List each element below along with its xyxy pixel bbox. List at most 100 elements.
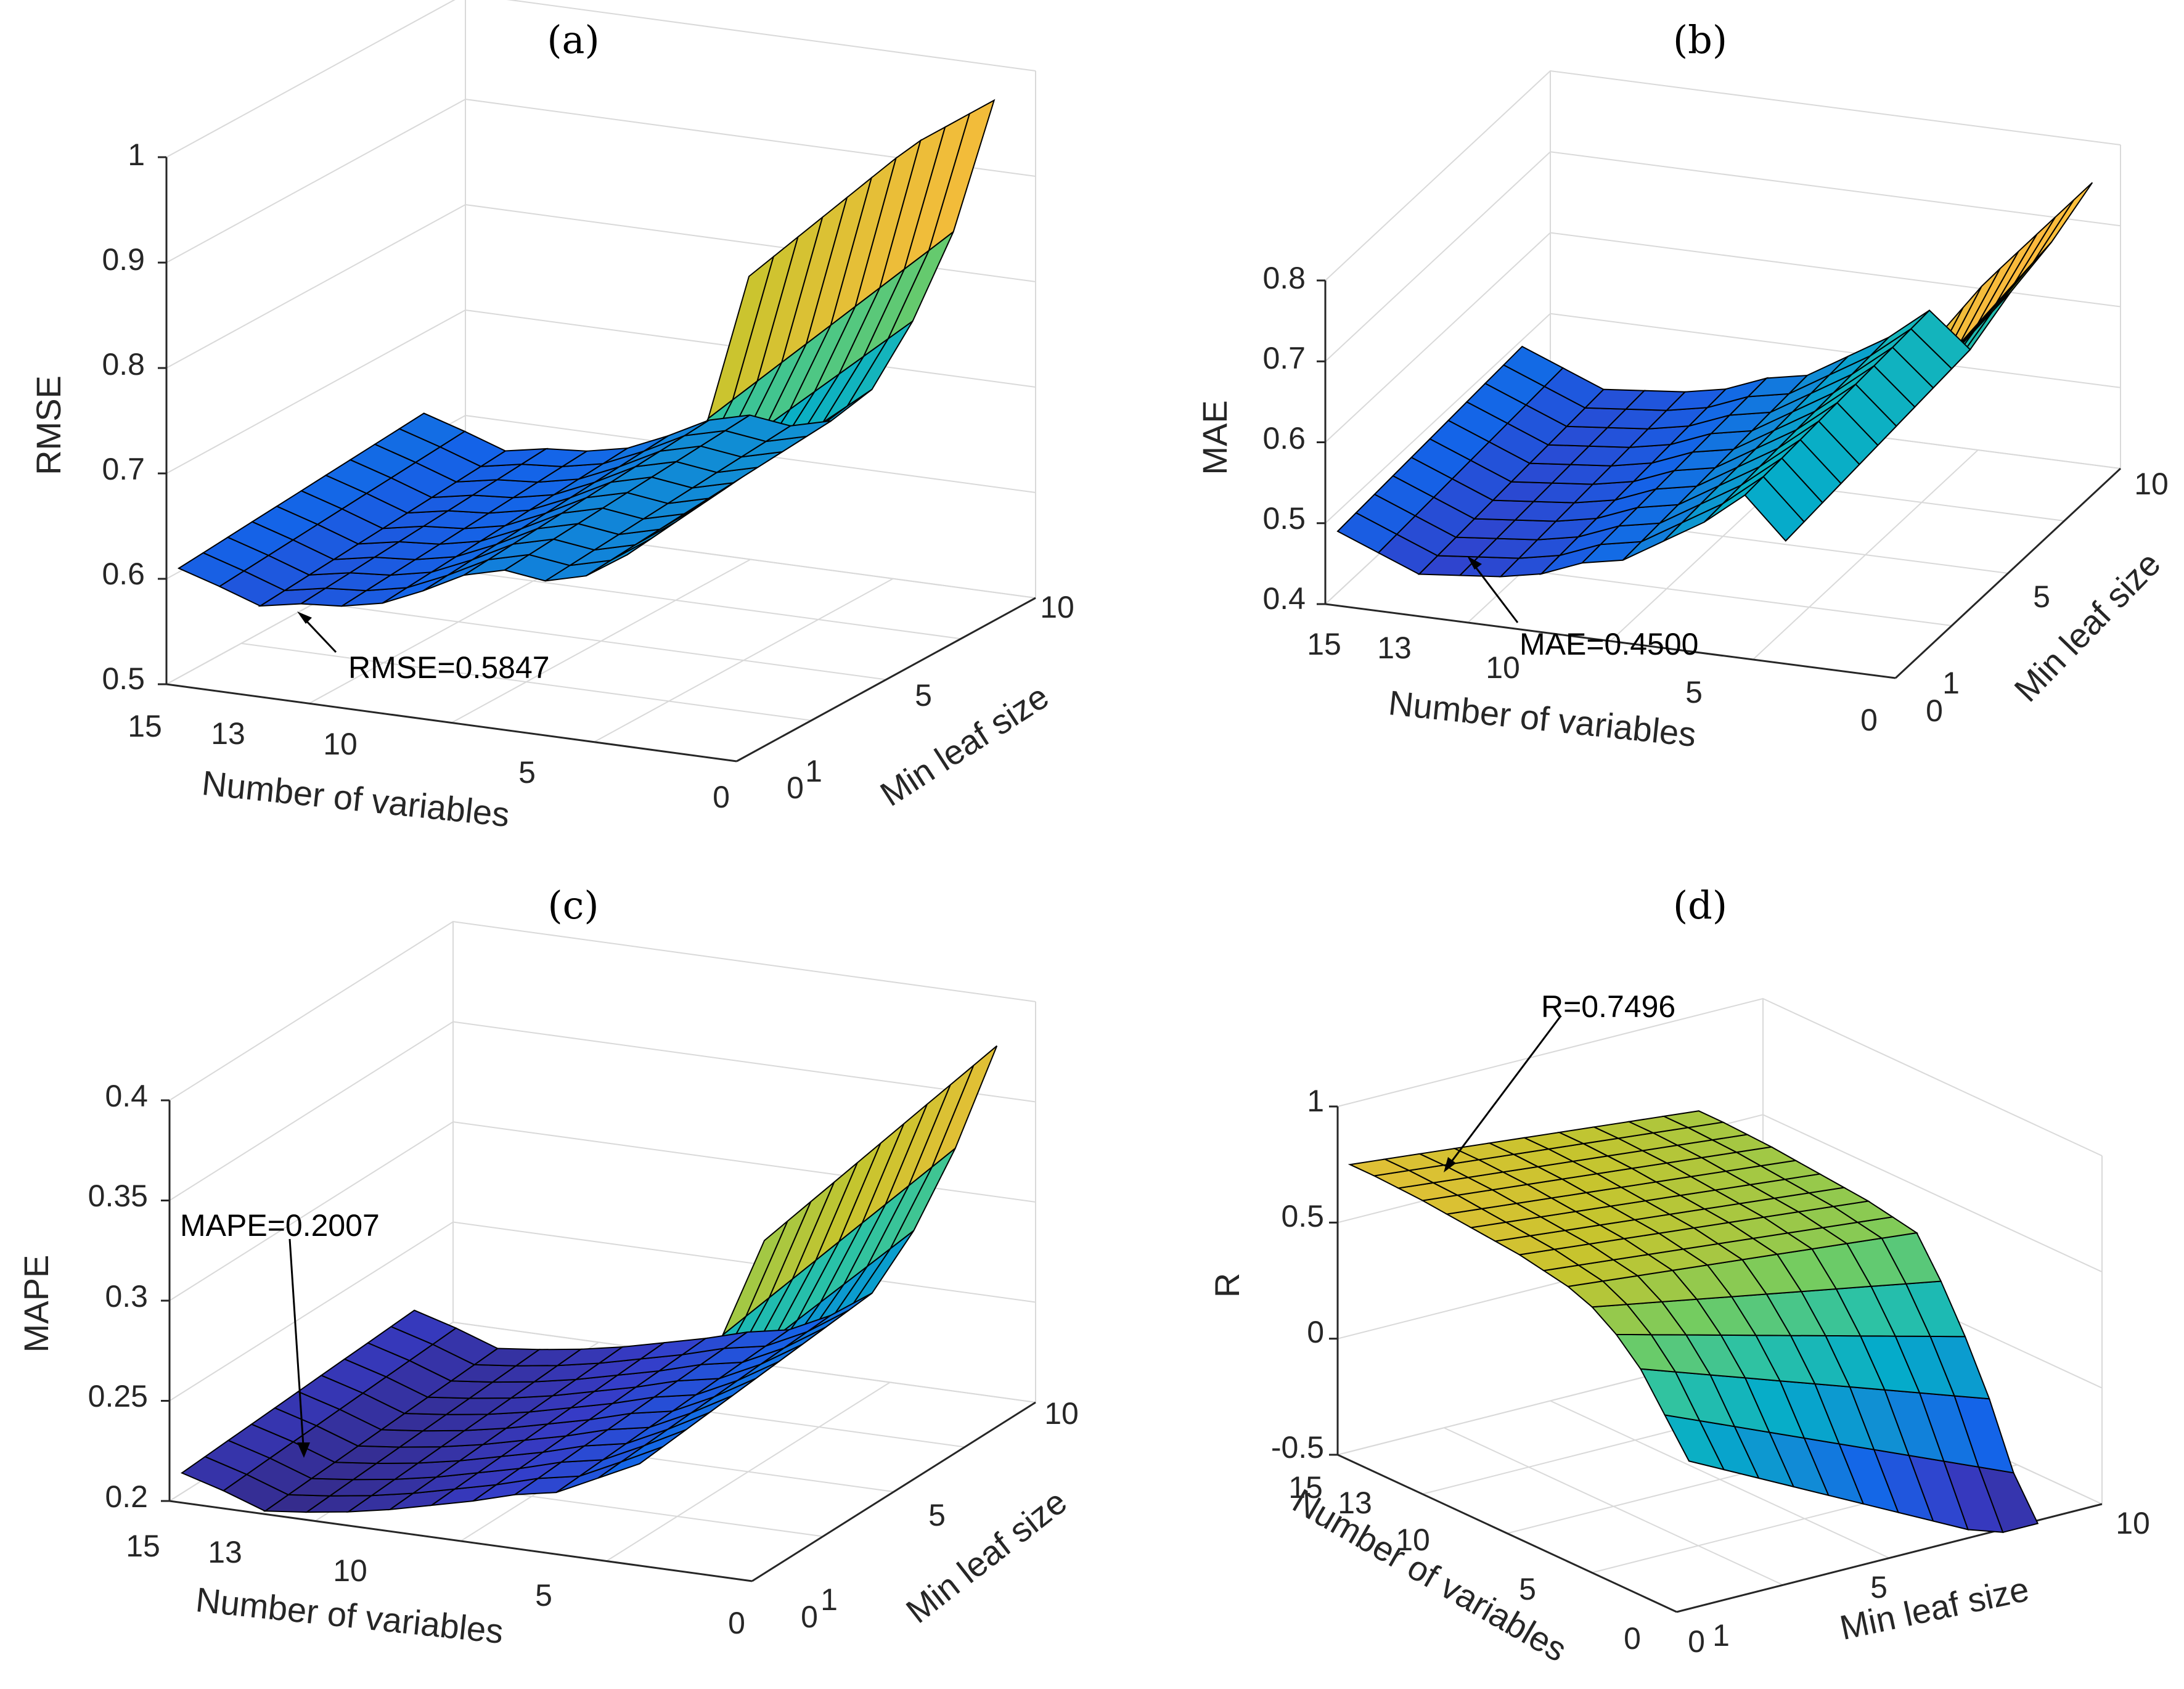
panel-b-z-ticks: 0.8 0.7 0.6 0.5 0.4 [1262, 261, 1306, 616]
x-tick-label: 13 [208, 1535, 242, 1569]
surface-patch [1995, 216, 2056, 304]
y-tick-label: 1 [1712, 1618, 1730, 1653]
panel-d-annotation-text: R=0.7496 [1541, 989, 1675, 1024]
panel-d-y-ticks: 0 1 5 10 [1688, 1506, 2150, 1659]
x-tick-label: 15 [126, 1529, 160, 1563]
panel-b-x-ticks: 15 13 10 5 0 [1307, 627, 1878, 737]
panel-a-surface [177, 99, 996, 607]
panel-c-annotation-text: MAPE=0.2007 [180, 1208, 380, 1243]
panel-b-title: (b) [1673, 17, 1727, 62]
z-gridline [1325, 70, 2121, 281]
surface-patch [1661, 1110, 1725, 1129]
z-tick-label: 0.7 [102, 452, 145, 486]
surface-patch [398, 412, 466, 448]
z-gridline [169, 920, 1036, 1101]
panel-b-annotation: MAE=0.4500 [1467, 556, 1698, 661]
y-tick-label: 5 [915, 678, 932, 713]
panel-d-r: (d) 1 0.5 0 -0.5 R 15 13 10 5 0 Number o… [1208, 883, 2150, 1669]
z-tick-label: 0.25 [88, 1379, 148, 1413]
x-tick-label: 13 [211, 716, 245, 751]
z-tick-label: 0.2 [105, 1479, 148, 1514]
y-axis-line [736, 597, 1036, 763]
panel-b-annotation-text: MAE=0.4500 [1519, 627, 1698, 661]
y-tick-label: 0 [1926, 693, 1943, 728]
x-tick-label: 0 [1624, 1621, 1641, 1656]
z-tick-label: 0.7 [1262, 341, 1306, 375]
z-gridline [1325, 151, 2121, 362]
x-tick-label: 0 [713, 780, 730, 814]
z-gridline [166, 0, 1036, 158]
x-tick-label: 10 [333, 1553, 367, 1588]
surface-patch [1977, 234, 2038, 324]
z-tick-label: 0.5 [1262, 501, 1306, 536]
surface-patch [1958, 250, 2019, 345]
z-tick-label: 1 [1307, 1084, 1324, 1118]
z-tick-label: -0.5 [1271, 1430, 1324, 1465]
surface-patch [2014, 199, 2075, 284]
panel-d-surface [1348, 1110, 2039, 1533]
x-tick-label: 5 [518, 755, 536, 790]
surface-patch [390, 1309, 457, 1346]
z-tick-label: 0.3 [105, 1279, 148, 1314]
z-tick-label: 0.4 [105, 1079, 148, 1113]
panel-a-title: (a) [547, 17, 599, 62]
panel-c-mape: (c) 0.4 0.35 0.3 0.25 0.2 MAPE 15 13 10 … [17, 883, 1079, 1651]
x-tick-label: 0 [728, 1606, 745, 1640]
panel-d-x-ticks: 15 13 10 5 0 [1288, 1470, 1641, 1656]
panel-a-annotation-text: RMSE=0.5847 [348, 650, 550, 685]
panel-c-z-ticks: 0.4 0.35 0.3 0.25 0.2 [88, 1079, 148, 1514]
panel-c-title: (c) [547, 883, 599, 928]
surface-patch [2032, 182, 2093, 263]
z-tick-label: 0.8 [102, 347, 145, 382]
floor-gridline [316, 602, 886, 681]
y-tick-label: 5 [1870, 1570, 1887, 1605]
panel-a-z-ticks: 1 0.9 0.8 0.7 0.6 0.5 [102, 137, 145, 696]
y-tick-label: 10 [1040, 590, 1074, 624]
x-tick-label: 15 [128, 709, 162, 743]
x-tick-label: 13 [1377, 631, 1412, 665]
x-tick-label: 5 [535, 1578, 552, 1613]
z-tick-label: 0.9 [102, 242, 145, 277]
panel-c-surface [180, 1045, 998, 1513]
x-tick-label: 10 [1486, 650, 1520, 685]
panel-d-z-label: R [1208, 1273, 1246, 1298]
panel-b-mae: (b) 0.8 0.7 0.6 0.5 0.4 MAE 15 13 10 5 0… [1195, 17, 2169, 754]
panel-d-z-ticks: 1 0.5 0 -0.5 [1271, 1084, 1324, 1465]
z-tick-label: 0.5 [1281, 1199, 1324, 1233]
z-tick-label: 0.8 [1262, 261, 1306, 295]
x-axis-line [1325, 603, 1896, 679]
panel-c-y-label: Min leaf size [899, 1482, 1074, 1630]
floor-gridline [390, 561, 961, 640]
z-tick-label: 0.4 [1262, 581, 1306, 616]
panel-b-y-ticks: 0 1 5 10 [1926, 467, 2169, 728]
y-axis-line [1894, 467, 2122, 679]
panel-b-x-label: Number of variables [1387, 683, 1698, 754]
z-tick-label: 0.6 [102, 557, 145, 591]
panel-a-grid [158, 0, 1036, 763]
y-tick-label: 0 [1688, 1624, 1705, 1659]
floor-gridline [606, 1381, 891, 1562]
panel-c-z-label: MAPE [17, 1255, 55, 1353]
panel-d-annotation: R=0.7496 [1444, 989, 1675, 1172]
panel-b-surface [1336, 182, 2093, 578]
panel-c-x-ticks: 15 13 10 5 0 [126, 1529, 745, 1640]
x-axis-line [169, 1500, 753, 1582]
panel-c-annotation: MAPE=0.2007 [180, 1208, 380, 1458]
panel-d-title: (d) [1673, 883, 1727, 928]
y-axis-line [751, 1401, 1036, 1582]
y-tick-label: 5 [2033, 579, 2050, 614]
x-tick-label: 10 [1396, 1523, 1430, 1557]
y-tick-label: 0 [787, 771, 804, 805]
z-tick-label: 1 [128, 137, 145, 172]
y-tick-label: 10 [2134, 467, 2169, 501]
floor-gridline [1550, 1400, 1890, 1559]
panel-a-z-label: RMSE [29, 375, 68, 475]
y-tick-label: 1 [1942, 666, 1960, 700]
x-tick-label: 10 [323, 727, 358, 761]
panel-b-z-label: MAE [1195, 400, 1234, 475]
z-tick-label: 0.6 [1262, 421, 1306, 456]
x-axis-line [166, 683, 737, 763]
y-tick-label: 10 [1044, 1396, 1079, 1431]
panel-a-x-label: Number of variables [200, 763, 512, 834]
